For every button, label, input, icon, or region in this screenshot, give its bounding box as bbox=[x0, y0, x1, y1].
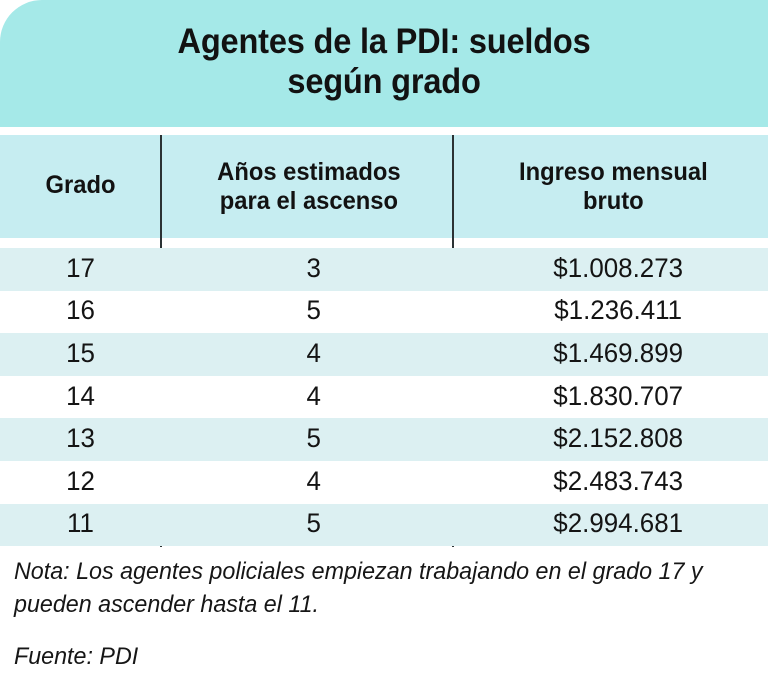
column-header-grado: Grado bbox=[45, 171, 116, 199]
table-body: 17 3 $1.008.273 16 5 $1.236.411 15 4 $1.… bbox=[0, 248, 768, 547]
cell-anios: 5 bbox=[306, 423, 321, 454]
cell-ingreso: $1.008.273 bbox=[553, 252, 684, 283]
cell-grado: 12 bbox=[66, 465, 95, 496]
cell-grado: 16 bbox=[66, 295, 95, 326]
cell-anios: 4 bbox=[306, 380, 321, 411]
cell-anios: 3 bbox=[306, 252, 321, 283]
table-row: 11 5 $2.994.681 bbox=[0, 503, 768, 547]
cell-grado: 15 bbox=[66, 337, 95, 368]
table-row: 16 5 $1.236.411 bbox=[0, 290, 768, 334]
cell-ingreso: $2.152.808 bbox=[553, 423, 684, 454]
cell-ingreso: $1.236.411 bbox=[554, 295, 683, 326]
table-header-row: Grado Años estimados para el ascenso Ing… bbox=[0, 135, 768, 238]
column-header-anios: Años estimados para el ascenso bbox=[217, 157, 401, 215]
table-row: 12 4 $2.483.743 bbox=[0, 460, 768, 504]
cell-anios: 4 bbox=[306, 465, 321, 496]
table-row: 13 5 $2.152.808 bbox=[0, 418, 768, 461]
note-text: Nota: Los agentes policiales empiezan tr… bbox=[14, 558, 703, 618]
cell-grado: 11 bbox=[67, 508, 94, 539]
cell-ingreso: $1.469.899 bbox=[553, 337, 684, 368]
table-row: 15 4 $1.469.899 bbox=[0, 333, 768, 376]
cell-grado: 17 bbox=[66, 252, 95, 283]
cell-ingreso: $2.483.743 bbox=[553, 465, 684, 496]
page-title: Agentes de la PDI: sueldos según grado bbox=[177, 22, 591, 101]
source-text: Fuente: PDI bbox=[14, 643, 139, 671]
cell-grado: 13 bbox=[66, 423, 95, 454]
column-header-ingreso: Ingreso mensual bruto bbox=[518, 157, 708, 215]
footer: Nota: Los agentes policiales empiezan tr… bbox=[14, 556, 756, 672]
cell-anios: 4 bbox=[306, 337, 321, 368]
cell-ingreso: $2.994.681 bbox=[553, 508, 684, 539]
cell-anios: 5 bbox=[306, 508, 321, 539]
title-band: Agentes de la PDI: sueldos según grado bbox=[0, 0, 768, 127]
cell-grado: 14 bbox=[66, 380, 95, 411]
cell-anios: 5 bbox=[306, 295, 321, 326]
table-row: 14 4 $1.830.707 bbox=[0, 375, 768, 419]
table-row: 17 3 $1.008.273 bbox=[0, 248, 768, 291]
table-header-band: Grado Años estimados para el ascenso Ing… bbox=[0, 135, 768, 238]
cell-ingreso: $1.830.707 bbox=[553, 380, 684, 411]
